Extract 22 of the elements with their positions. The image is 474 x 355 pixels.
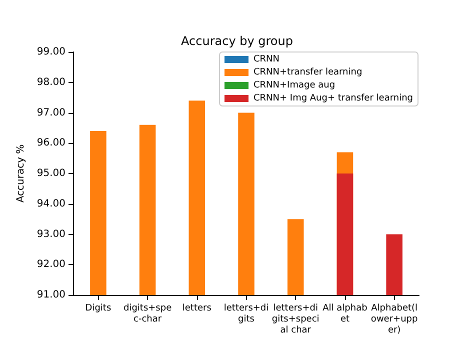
legend-label: CRNN (254, 54, 280, 64)
legend-label: CRNN+transfer learning (254, 68, 362, 78)
y-tick-label: 99.00 (36, 46, 66, 58)
y-tick-label: 98.00 (36, 76, 66, 88)
x-tick-label: letters (182, 304, 212, 314)
y-axis-title: Accuracy % (16, 144, 26, 203)
y-tick-label: 91.00 (36, 290, 66, 300)
y-tick-label: 93.00 (36, 228, 66, 240)
x-tick-label: letters+digits (224, 304, 269, 324)
legend-label: CRNN+Image aug (254, 80, 336, 90)
x-tick-label: letters+digits+special char (272, 304, 320, 336)
x-tick-label: digits+spec-char (123, 304, 172, 324)
x-tick-label: Alphabet(lower+upper) (370, 304, 418, 336)
y-tick-label: 95.00 (36, 168, 66, 179)
y-tick-label: 97.00 (36, 107, 66, 118)
y-tick-label: 94.00 (36, 198, 66, 210)
x-tick-label: Digits (85, 304, 112, 314)
y-tick-label: 96.00 (36, 138, 66, 149)
y-tick-label: 92.00 (36, 259, 66, 270)
chart-title: Accuracy by group (181, 34, 293, 48)
x-tick-label: All alphabet (322, 304, 368, 324)
legend-label: CRNN+ Img Aug+ transfer learning (254, 94, 414, 104)
